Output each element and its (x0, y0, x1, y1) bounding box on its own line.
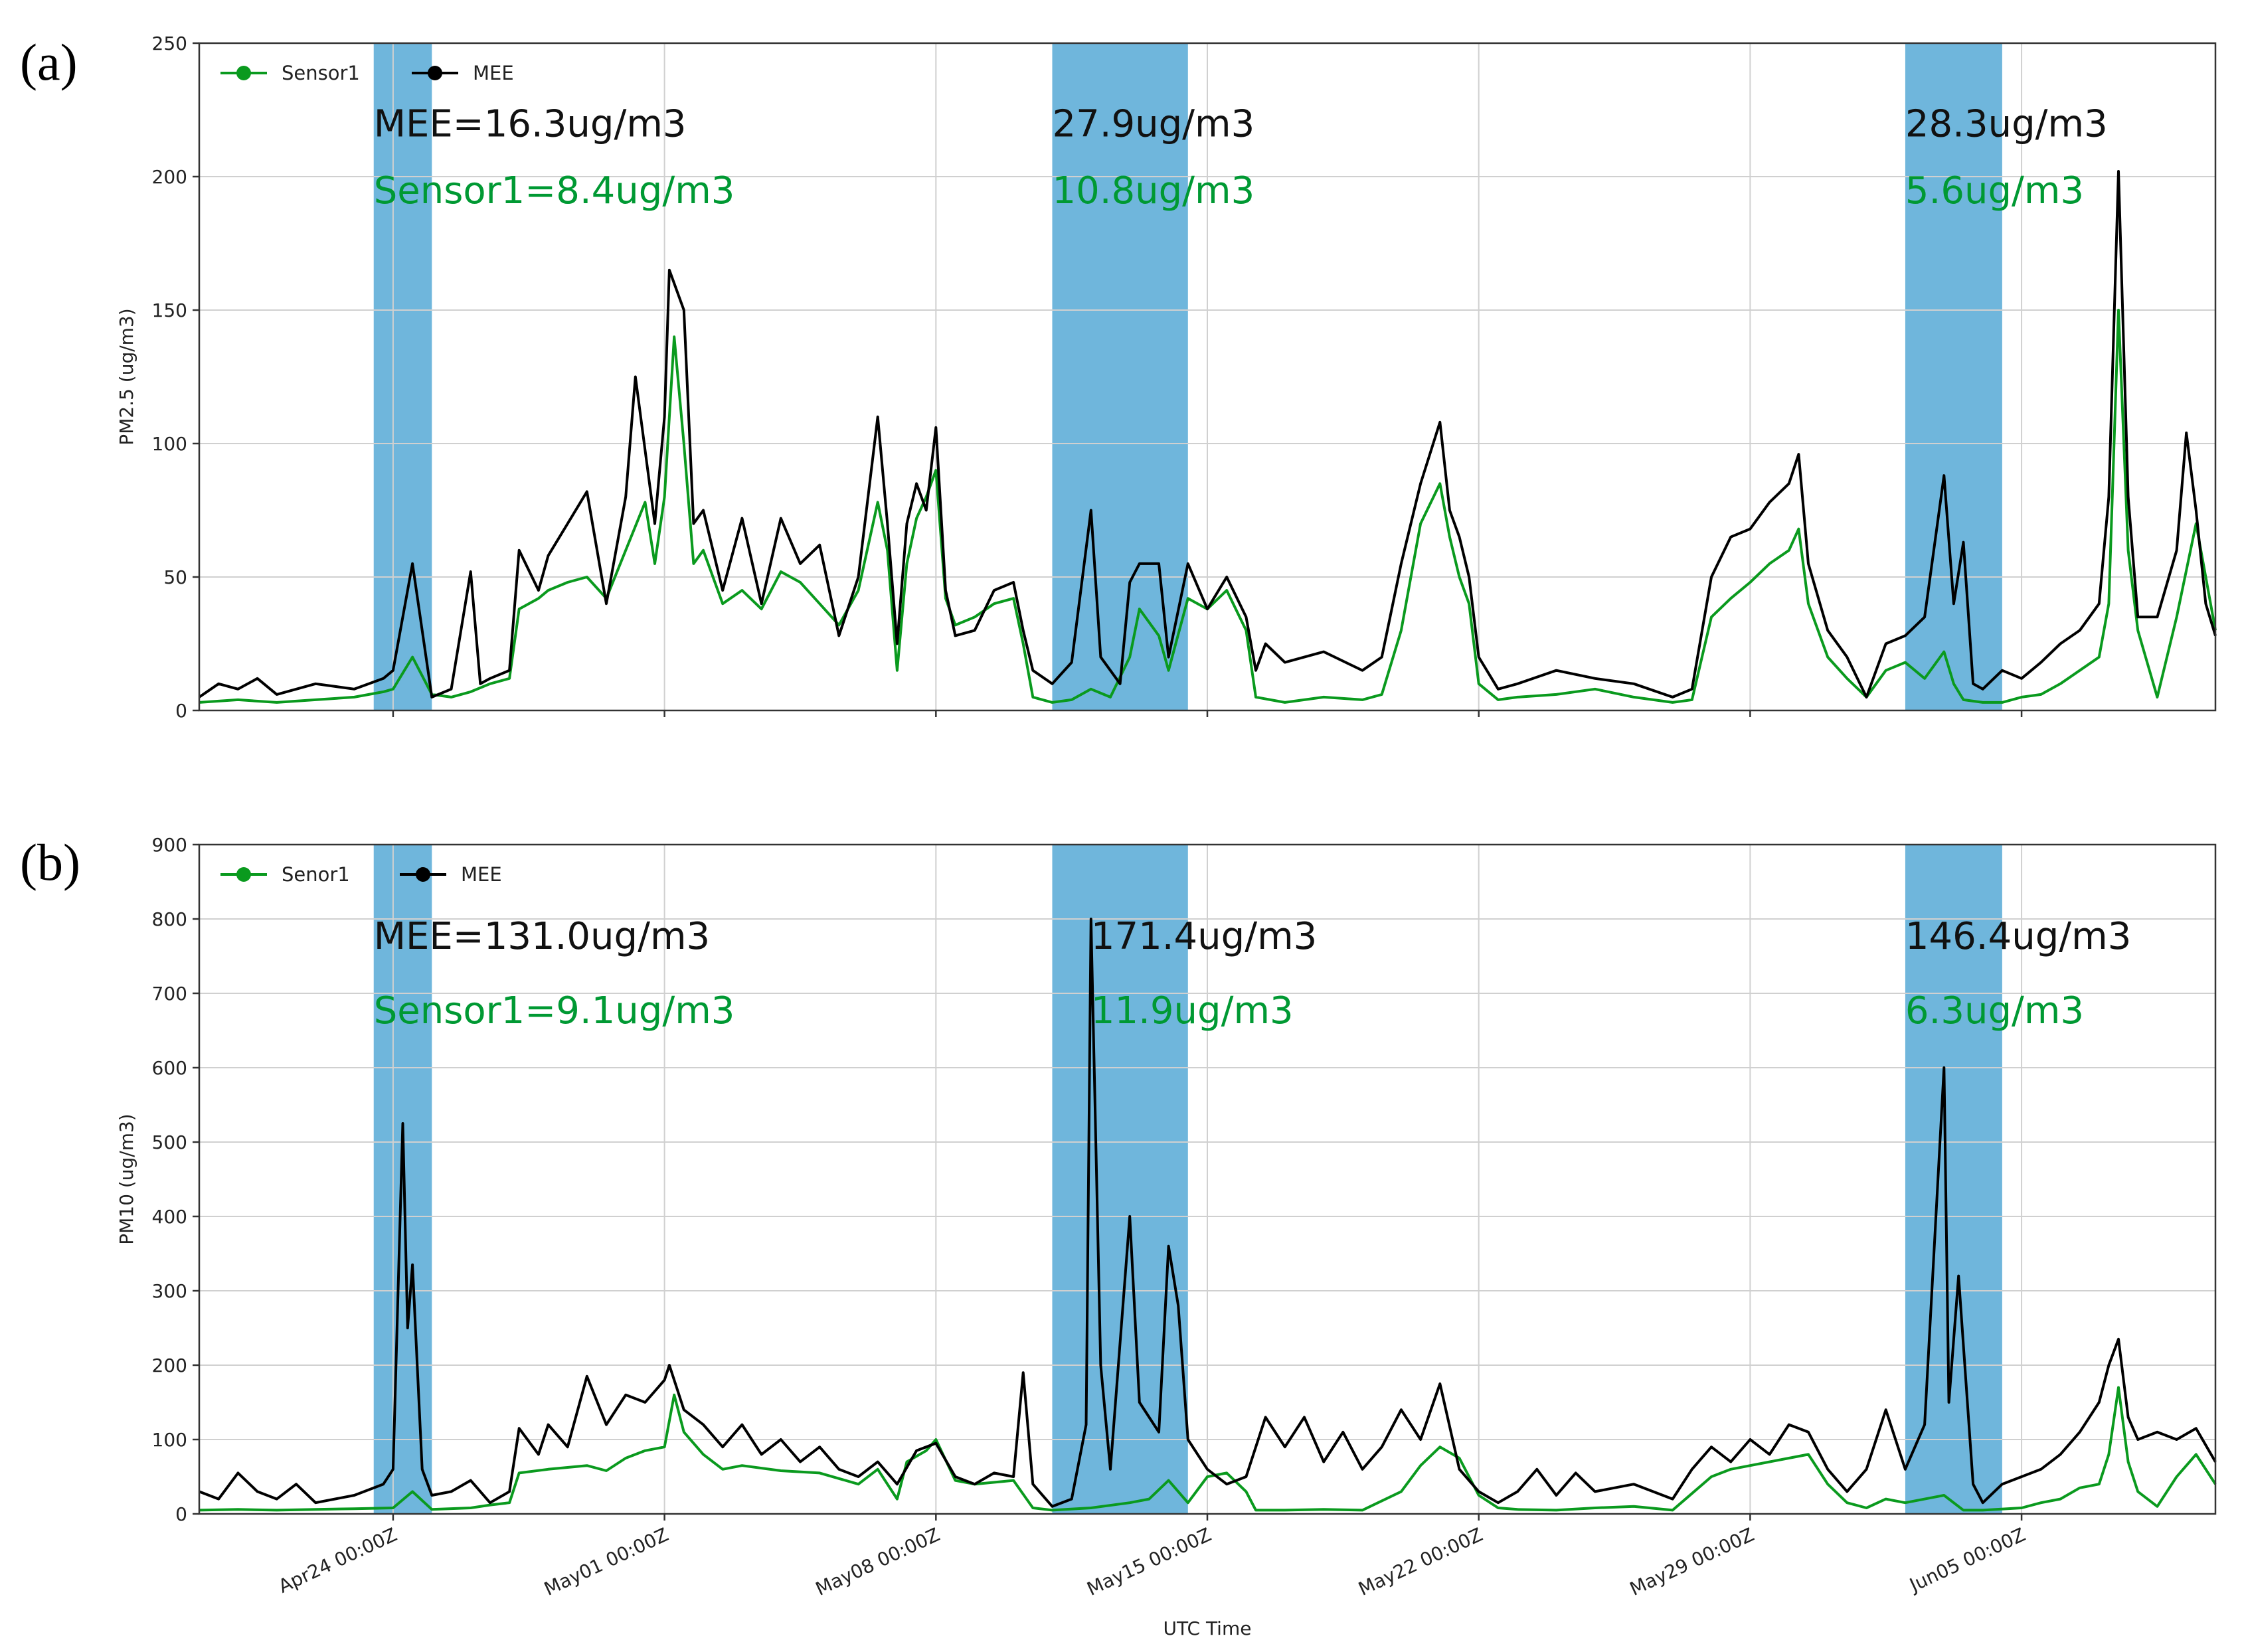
y-tick-label: 900 (152, 834, 187, 856)
legend-swatch-marker (416, 867, 430, 882)
y-tick-label: 300 (152, 1280, 187, 1302)
x-axis-label: UTC Time (1164, 1617, 1252, 1639)
x-tick-label: May29 00:00Z (1626, 1523, 1757, 1600)
annotation-label: 10.8ug/m3 (1052, 169, 1254, 212)
annotation-label: Sensor1=9.1ug/m3 (374, 989, 735, 1032)
x-tick-label: May22 00:00Z (1355, 1523, 1486, 1600)
legend-label: Senor1 (282, 863, 350, 886)
legend-label: Sensor1 (282, 62, 360, 84)
annotation-label: 171.4ug/m3 (1091, 915, 1317, 958)
x-tick-label: May08 00:00Z (812, 1523, 943, 1600)
annotation-label: MEE=16.3ug/m3 (374, 103, 687, 146)
y-tick-label: 600 (152, 1057, 187, 1079)
y-tick-label: 200 (152, 166, 187, 188)
y-tick-label: 50 (163, 566, 187, 588)
y-tick-label: 150 (152, 299, 187, 321)
annotation-label: 5.6ug/m3 (1905, 169, 2084, 212)
legend-swatch-marker (236, 867, 251, 882)
annotation-label: MEE=131.0ug/m3 (374, 915, 710, 958)
annotation-label: 146.4ug/m3 (1905, 915, 2131, 958)
annotation-label: Sensor1=8.4ug/m3 (374, 169, 735, 212)
annotation-label: 11.9ug/m3 (1091, 989, 1294, 1032)
x-tick-label: Jun05 00:00Z (1905, 1523, 2029, 1596)
legend-swatch-marker (428, 66, 442, 80)
y-axis-label: PM10 (ug/m3) (116, 1114, 137, 1244)
x-tick-label: May01 00:00Z (541, 1523, 671, 1600)
y-tick-label: 0 (175, 1503, 187, 1525)
legend-label: MEE (473, 62, 514, 84)
x-tick-label: May15 00:00Z (1084, 1523, 1215, 1600)
panel-label: (a) (20, 33, 78, 91)
x-tick-label: Apr24 00:00Z (275, 1523, 400, 1597)
y-tick-label: 100 (152, 1429, 187, 1451)
legend-label: MEE (461, 863, 502, 886)
legend: Senor1 MEE (220, 863, 502, 886)
series-line-mee (199, 918, 2217, 1508)
highlight-band (1905, 845, 2002, 1514)
y-tick-label: 200 (152, 1355, 187, 1376)
annotation-label: 27.9ug/m3 (1052, 103, 1254, 146)
y-tick-label: 400 (152, 1206, 187, 1228)
y-axis-label: PM2.5 (ug/m3) (116, 308, 137, 445)
highlight-band (1052, 43, 1188, 710)
legend: Sensor1 MEE (220, 62, 514, 84)
y-tick-label: 500 (152, 1131, 187, 1153)
highlight-band (1052, 845, 1188, 1514)
series-line-senor1 (199, 1386, 2217, 1512)
series-line-mee (198, 170, 2217, 699)
chart-panel-1: (a) 0 50 100 150 200 250 PM2.5 (ug/m3) Sensor1 ME… (20, 33, 2217, 722)
legend-swatch-marker (236, 66, 251, 80)
annotation-label: 28.3ug/m3 (1905, 103, 2108, 146)
y-tick-label: 0 (175, 700, 187, 722)
series-line-sensor1 (199, 309, 2217, 704)
y-tick-label: 800 (152, 908, 187, 930)
y-tick-label: 250 (152, 33, 187, 54)
panel-label: (b) (20, 833, 80, 891)
y-tick-label: 700 (152, 983, 187, 1005)
highlight-band (373, 43, 432, 710)
chart-panel-2: (b) 0 100 200 300 400 500 600 700 800 900 Apr24 00:… (20, 833, 2217, 1639)
y-tick-label: 100 (152, 433, 187, 455)
annotation-label: 6.3ug/m3 (1905, 989, 2084, 1032)
